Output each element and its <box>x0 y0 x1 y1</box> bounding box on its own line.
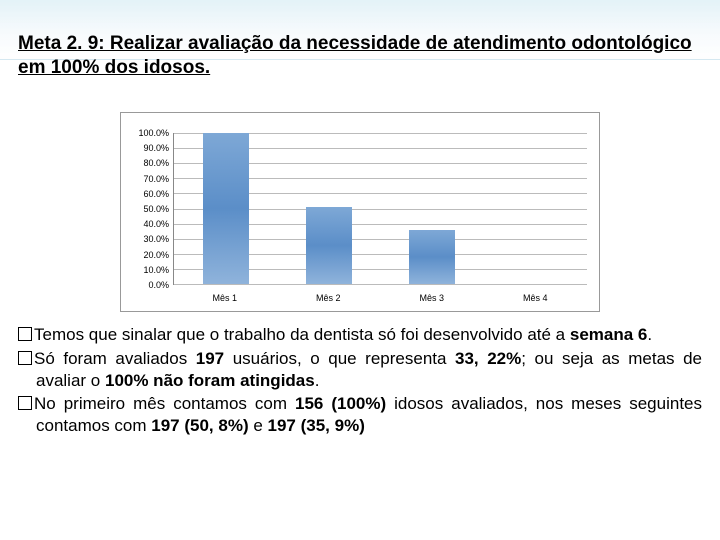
y-tick-label: 40.0% <box>143 219 169 229</box>
bar <box>409 230 455 284</box>
x-tick-label: Mês 2 <box>316 293 341 303</box>
bullet-icon <box>18 327 32 341</box>
p3-bold-d: 197 (50, 8%) <box>151 416 248 435</box>
bullet-paragraph-3: No primeiro mês contamos com 156 (100%) … <box>18 393 702 437</box>
y-tick-label: 20.0% <box>143 250 169 260</box>
bar <box>203 133 249 284</box>
grid-line <box>174 284 587 285</box>
y-tick-label: 80.0% <box>143 158 169 168</box>
slide-body: Temos que sinalar que o trabalho da dent… <box>18 324 702 439</box>
slide-title: Meta 2. 9: Realizar avaliação da necessi… <box>18 32 702 80</box>
p2-text-a: Só foram avaliados <box>34 349 196 368</box>
x-tick-label: Mês 4 <box>523 293 548 303</box>
p2-bold-f: 100% não foram atingidas <box>105 371 315 390</box>
chart-inner: 100.0%90.0%80.0%70.0%60.0%50.0%40.0%30.0… <box>129 133 591 303</box>
p3-text-a: No primeiro mês contamos com <box>34 394 295 413</box>
p1-text-a: Temos que sinalar que o trabalho da dent… <box>34 325 570 344</box>
p2-text-g: . <box>315 371 320 390</box>
x-tick-label: Mês 1 <box>212 293 237 303</box>
x-tick-label: Mês 3 <box>419 293 444 303</box>
y-tick-label: 0.0% <box>148 280 169 290</box>
p3-text-e: e <box>249 416 268 435</box>
p2-bold-b: 197 <box>196 349 224 368</box>
y-tick-label: 50.0% <box>143 204 169 214</box>
bar <box>306 207 352 284</box>
plot-area <box>173 133 587 285</box>
y-tick-label: 100.0% <box>138 128 169 138</box>
bullet-paragraph-2: Só foram avaliados 197 usuários, o que r… <box>18 348 702 392</box>
bullet-paragraph-1: Temos que sinalar que o trabalho da dent… <box>18 324 702 346</box>
y-axis-labels: 100.0%90.0%80.0%70.0%60.0%50.0%40.0%30.0… <box>129 133 171 285</box>
p1-bold-b: semana 6 <box>570 325 648 344</box>
bar-chart: 100.0% 90.0% 80.0% 70.0% 60.0% 50.0% 40.0% 30.0… <box>120 112 600 312</box>
x-axis-labels: Mês 1 Mês 2 Mês 3 Mês 4 <box>173 287 587 303</box>
bullet-icon <box>18 351 32 365</box>
p2-text-c: usuários, o que representa <box>224 349 455 368</box>
y-tick-label: 10.0% <box>143 265 169 275</box>
y-tick-label: 60.0% <box>143 189 169 199</box>
y-tick-label: 30.0% <box>143 234 169 244</box>
p1-text-c: . <box>647 325 652 344</box>
y-tick-label: 70.0% <box>143 174 169 184</box>
p3-bold-f: 197 (35, 9%) <box>268 416 365 435</box>
p3-bold-b: 156 (100%) <box>295 394 394 413</box>
p2-bold-d: 33, 22% <box>455 349 521 368</box>
y-tick-label: 90.0% <box>143 143 169 153</box>
bullet-icon <box>18 396 32 410</box>
